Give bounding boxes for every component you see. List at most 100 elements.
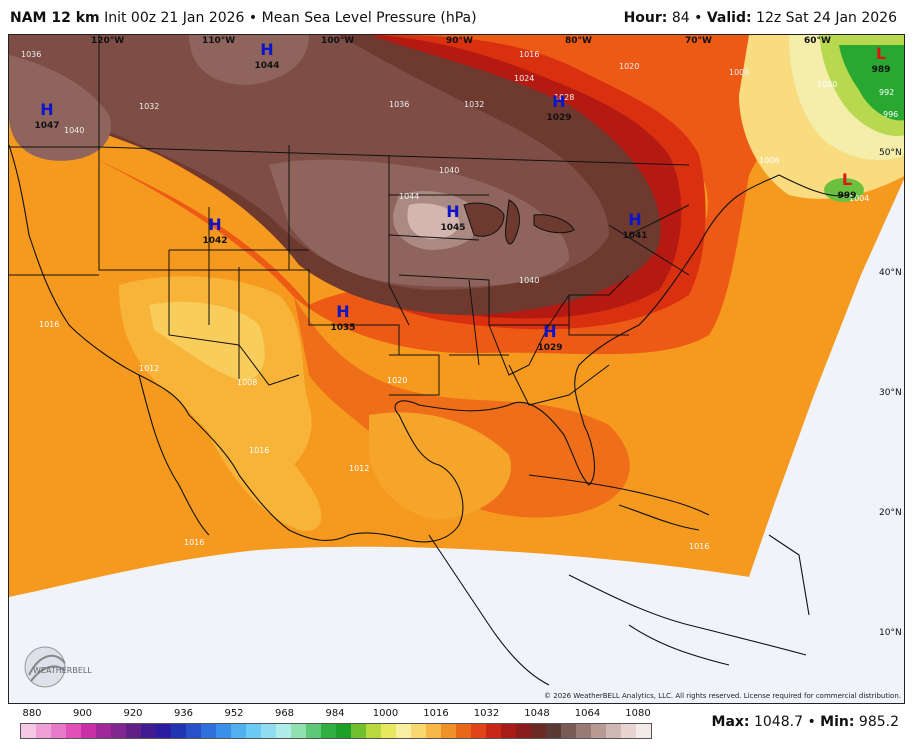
pressure-centers: H 1047 H 1044 H 1042 H 1045 H 1041 H 1029 H 1035 H 1029… — [34, 40, 890, 353]
colorbar-labels: 880 900 920 936 952 968 984 1000 1016 1032 1048 106… — [20, 708, 650, 722]
isobar-label: 1032 — [139, 102, 159, 111]
isobar-label: 1016 — [184, 538, 204, 547]
colorbar-segment — [321, 724, 336, 738]
colorbar-segment — [126, 724, 141, 738]
latitude-label: 10°N — [879, 628, 902, 638]
band-1044-center — [407, 203, 460, 240]
isobar-label: 1008 — [237, 378, 257, 387]
pressure-map: 120°W 110°W 100°W 90°W 80°W 70°W 60°W 50°N 40°N… — [9, 35, 904, 703]
colorbar-segment — [396, 724, 411, 738]
low-pressure-marker: L — [842, 170, 852, 189]
isobar-label: 1016 — [519, 50, 539, 59]
coastlines — [9, 144, 850, 686]
map-panel[interactable]: 120°W 110°W 100°W 90°W 80°W 70°W 60°W 50°N 40°N… — [8, 34, 905, 704]
max-label: Max: — [711, 714, 750, 730]
colorbar-segment — [366, 724, 381, 738]
high-pressure-marker: H — [336, 302, 349, 321]
colorbar-segment — [216, 724, 231, 738]
longitude-label: 90°W — [446, 36, 473, 46]
pressure-center-value: 1044 — [254, 61, 279, 71]
colorbar-segment — [186, 724, 201, 738]
high-pressure-marker: H — [40, 100, 53, 119]
colorbar-tick-label: 880 — [22, 708, 42, 719]
colorbar-segment — [21, 724, 36, 738]
isobar-label: 1036 — [389, 100, 409, 109]
pressure-colorbar — [20, 723, 652, 739]
pressure-center-value: 1029 — [537, 343, 562, 353]
isobar-label: 1000 — [817, 80, 837, 89]
colorbar-segment — [96, 724, 111, 738]
colorbar-segment — [576, 724, 591, 738]
max-min-stats: Max: 1048.7 • Min: 985.2 — [712, 714, 899, 730]
colorbar-segment — [456, 724, 471, 738]
isobar-label: 1040 — [439, 166, 459, 175]
latitude-labels: 50°N 40°N 30°N 20°N 10°N — [879, 148, 902, 638]
latitude-label: 40°N — [879, 268, 902, 278]
colorbar-segment — [441, 724, 456, 738]
low-pressure-marker: L — [876, 44, 886, 63]
lakes — [463, 199, 575, 245]
band-1020-gulf — [294, 297, 630, 518]
colorbar-segment — [351, 724, 366, 738]
header-right: Hour: 84 • Valid: 12z Sat 24 Jan 2026 — [624, 10, 897, 26]
isobar-label: 1012 — [349, 464, 369, 473]
colorbar-segment — [51, 724, 66, 738]
high-pressure-marker: H — [552, 92, 565, 111]
isobar-label: 1020 — [619, 62, 639, 71]
colorbar-segment — [426, 724, 441, 738]
isobar-label: 1044 — [399, 192, 419, 201]
isobar-label: 1040 — [519, 276, 539, 285]
longitude-label: 110°W — [202, 36, 235, 46]
colorbar-segment — [531, 724, 546, 738]
header-separator-2: • — [694, 10, 703, 26]
longitude-label: 100°W — [321, 36, 354, 46]
colorbar-segment — [81, 724, 96, 738]
pressure-center-value: 999 — [838, 191, 857, 201]
watermark-text: WEATHERBELL — [33, 666, 92, 675]
colorbar-segment — [486, 724, 501, 738]
colorbar-tick-label: 920 — [123, 708, 143, 719]
colorbar-tick-label: 1064 — [574, 708, 601, 719]
longitude-label: 120°W — [91, 36, 124, 46]
pressure-center-value: 989 — [872, 65, 891, 75]
band-1012-mex — [209, 395, 322, 531]
high-pressure-marker: H — [208, 215, 221, 234]
pressure-center-value: 1042 — [202, 236, 227, 246]
colorbar-tick-label: 1000 — [372, 708, 399, 719]
header-separator: • — [248, 10, 258, 26]
pressure-center-value: 1045 — [440, 223, 465, 233]
colorbar-segment — [516, 724, 531, 738]
colorbar-tick-label: 1048 — [524, 708, 550, 719]
stats-separator: • — [807, 714, 816, 730]
isobar-label: 1012 — [139, 364, 159, 373]
colorbar-segment — [231, 724, 246, 738]
colorbar-segment — [546, 724, 561, 738]
pressure-center-value: 1029 — [546, 113, 571, 123]
pressure-center-value: 1047 — [34, 121, 59, 131]
hour-label: Hour: — [623, 10, 668, 26]
isobar-label: 1032 — [464, 100, 484, 109]
isobar-label: 1008 — [729, 68, 749, 77]
model-name: NAM 12 km — [10, 10, 100, 26]
colorbar-segment — [306, 724, 321, 738]
colorbar-segment — [381, 724, 396, 738]
isobar-label: 1016 — [249, 446, 269, 455]
tropics-outside — [9, 179, 904, 703]
isobar-label: 1024 — [514, 74, 534, 83]
weatherbell-logo: WEATHERBELL — [24, 646, 92, 688]
copyright-notice: © 2026 WeatherBELL Analytics, LLC. All r… — [544, 692, 901, 700]
latitude-label: 30°N — [879, 388, 902, 398]
colorbar-tick-label: 1080 — [625, 708, 651, 719]
max-value: 1048.7 — [753, 714, 803, 730]
colorbar-segment — [66, 724, 81, 738]
high-pressure-marker: H — [260, 40, 273, 59]
longitude-labels: 120°W 110°W 100°W 90°W 80°W 70°W 60°W — [91, 36, 831, 46]
colorbar-segment — [201, 724, 216, 738]
forecast-hour: 84 — [671, 10, 690, 26]
min-label: Min: — [820, 714, 855, 730]
longitude-label: 60°W — [804, 36, 831, 46]
high-pressure-marker: H — [543, 322, 556, 341]
high-pressure-marker: H — [628, 210, 641, 229]
isobar-label: 1004 — [849, 194, 869, 203]
colorbar-segment — [411, 724, 426, 738]
